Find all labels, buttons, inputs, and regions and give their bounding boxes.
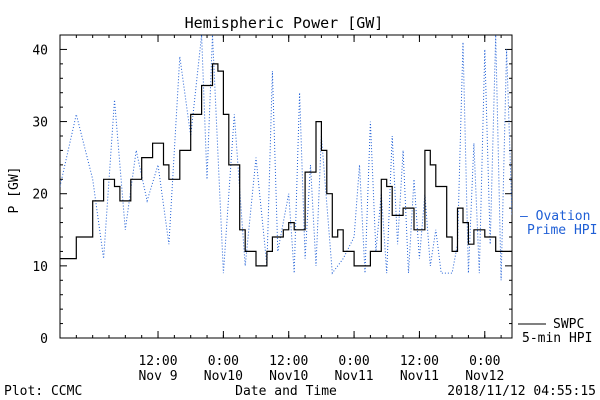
x-axis-label: Date and Time xyxy=(235,384,337,399)
series-swpc-line xyxy=(60,63,512,267)
y-tick-label: 0 xyxy=(40,332,48,347)
y-axis: 0 10 20 30 40 xyxy=(32,43,512,347)
chart-title: Hemispheric Power [GW] xyxy=(185,14,384,32)
y-tick-label: 10 xyxy=(32,260,48,275)
x-tick-label-date: Nov 9 xyxy=(138,369,177,384)
x-tick-label-time: 0:00 xyxy=(338,354,369,369)
x-tick-label-date: Nov11 xyxy=(400,369,439,384)
y-tick-label: 20 xyxy=(32,188,48,203)
legend-ovation-line1: — Ovation xyxy=(520,209,590,224)
legend-ovation-line2: Prime HPI xyxy=(527,223,597,238)
x-tick-label-date: Nov12 xyxy=(465,369,504,384)
x-tick-label-date: Nov11 xyxy=(335,369,374,384)
x-tick-label-date: Nov10 xyxy=(269,369,308,384)
legend-swpc-line1: SWPC xyxy=(553,317,584,332)
series-layer xyxy=(60,35,512,281)
y-tick-label: 30 xyxy=(32,116,48,131)
legend: — Ovation Prime HPI SWPC 5-min HPI xyxy=(518,209,597,346)
x-tick-label-time: 12:00 xyxy=(400,354,439,369)
footer-plot-credit: Plot: CCMC xyxy=(4,384,82,399)
y-tick-label: 40 xyxy=(32,43,48,58)
x-tick-label-time: 0:00 xyxy=(208,354,239,369)
x-tick-label-time: 0:00 xyxy=(469,354,500,369)
x-tick-label-time: 12:00 xyxy=(269,354,308,369)
y-axis-label: P [GW] xyxy=(7,167,22,214)
series-ovation-line xyxy=(60,35,512,281)
legend-swpc-line2: 5-min HPI xyxy=(522,331,592,346)
footer-timestamp: 2018/11/12 04:55:15 xyxy=(447,384,596,399)
x-tick-label-date: Nov10 xyxy=(204,369,243,384)
x-tick-label-time: 12:00 xyxy=(138,354,177,369)
